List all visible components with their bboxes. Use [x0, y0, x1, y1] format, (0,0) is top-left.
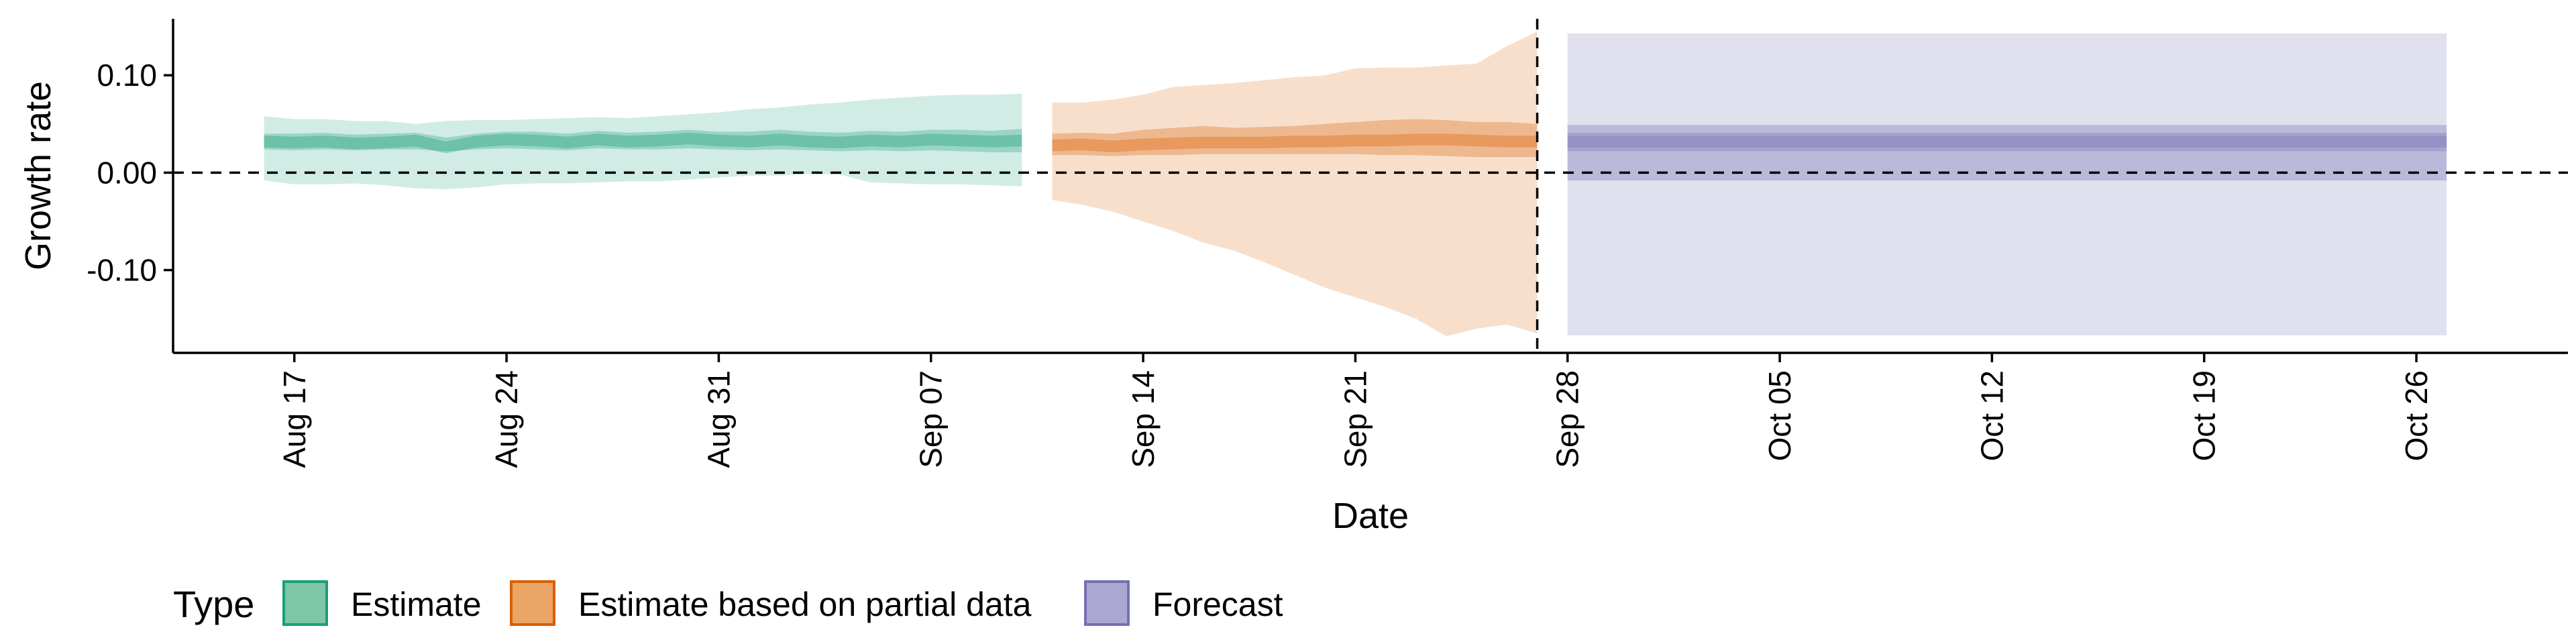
x-tick-label: Oct 26: [2399, 370, 2434, 462]
x-tick-label: Sep 14: [1126, 370, 1161, 468]
x-tick-label: Aug 24: [489, 370, 524, 468]
estimate-90-band: [264, 93, 1022, 190]
legend-key-estimate: [282, 580, 328, 626]
forecast-90-band: [1567, 125, 2447, 180]
x-tick-label: Aug 31: [701, 370, 736, 468]
forecast-median-band: [1567, 136, 2447, 148]
estimate-50-band: [264, 129, 1022, 152]
axes-layer: -0.10 0.00 0.10 Aug 17 Aug 24 Aug 31 Sep 07 Sep…: [87, 19, 2568, 468]
y-tick-label: -0.10: [87, 253, 157, 288]
forecast-50-band: [1567, 132, 2447, 152]
ribbon-layer: [264, 31, 2447, 337]
x-tick-label: Sep 07: [914, 370, 949, 468]
estimate-based-on-partial-data-50-band: [1052, 119, 1538, 158]
forecast-outer-band: [1567, 33, 2447, 335]
x-tick-label: Oct 12: [1974, 370, 2009, 462]
legend-label-estimate-based-on-partial-data: Estimate based on partial data: [578, 586, 1032, 623]
estimate-based-on-partial-data-median-band: [1052, 133, 1538, 152]
estimate-based-on-partial-data-90-band: [1052, 31, 1538, 337]
x-tick-label: Sep 28: [1550, 370, 1585, 468]
legend-key-estimate-based-on-partial-data: [510, 580, 555, 626]
legend-label-forecast: Forecast: [1152, 586, 1283, 623]
legend-key-forecast: [1084, 580, 1130, 626]
x-tick-label: Aug 17: [277, 370, 312, 468]
legend: Type Estimate Estimate based on partial d…: [173, 580, 1283, 626]
x-tick-label: Oct 05: [1762, 370, 1797, 462]
x-tick-label: Sep 21: [1338, 370, 1373, 468]
estimate-median-band: [264, 132, 1022, 154]
x-axis-title: Date: [1332, 496, 1409, 536]
y-axis-title: Growth rate: [18, 81, 58, 270]
reference-lines: [173, 19, 2568, 353]
y-tick-label: 0.10: [97, 58, 157, 93]
legend-title: Type: [173, 583, 254, 625]
y-tick-label: 0.00: [97, 155, 157, 190]
x-tick-label: Oct 19: [2187, 370, 2222, 462]
legend-label-estimate: Estimate: [351, 586, 482, 623]
